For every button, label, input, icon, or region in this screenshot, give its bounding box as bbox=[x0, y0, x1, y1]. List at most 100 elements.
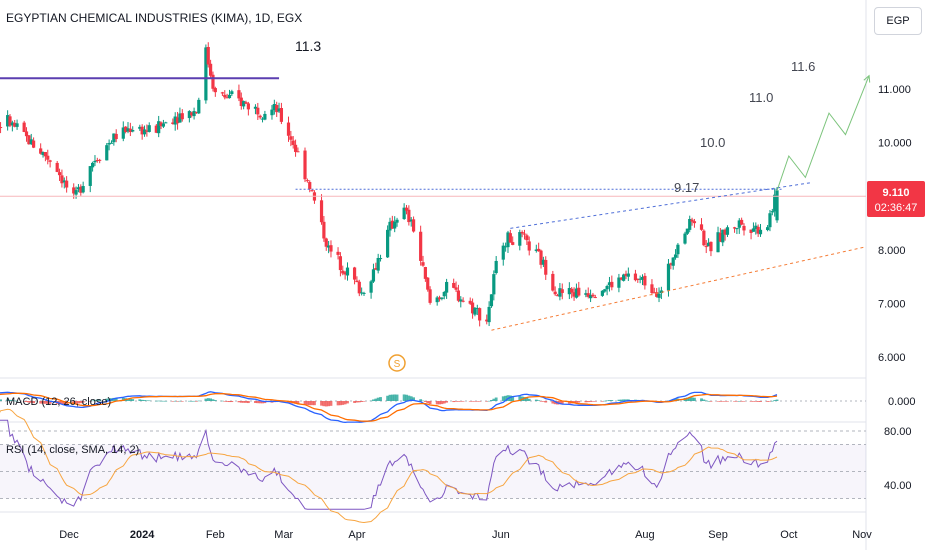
candle-body[interactable] bbox=[57, 172, 62, 176]
candle-body[interactable] bbox=[352, 267, 357, 280]
candle-body[interactable] bbox=[272, 104, 276, 111]
candle-body[interactable] bbox=[551, 273, 555, 291]
candle-body[interactable] bbox=[22, 122, 26, 132]
candle-body[interactable] bbox=[286, 122, 291, 136]
candle-body[interactable] bbox=[105, 145, 109, 161]
candle-body[interactable] bbox=[175, 117, 180, 124]
candle-body[interactable] bbox=[206, 46, 210, 65]
candle-body[interactable] bbox=[690, 219, 694, 222]
candle-body[interactable] bbox=[109, 142, 114, 144]
candle-body[interactable] bbox=[246, 103, 250, 110]
candle-body[interactable] bbox=[345, 267, 350, 276]
candle-body[interactable] bbox=[145, 130, 149, 132]
candle-body[interactable] bbox=[190, 112, 194, 116]
candle-body[interactable] bbox=[322, 221, 326, 239]
candle-body[interactable] bbox=[27, 135, 31, 145]
candle-body[interactable] bbox=[659, 290, 663, 294]
candle-body[interactable] bbox=[494, 260, 498, 274]
candle-body[interactable] bbox=[327, 245, 331, 248]
macd-signal-line[interactable] bbox=[0, 392, 778, 422]
candle-body[interactable] bbox=[187, 111, 191, 119]
candle-body[interactable] bbox=[492, 274, 496, 295]
candle-body[interactable] bbox=[140, 126, 144, 135]
rsi-pane[interactable] bbox=[0, 408, 866, 524]
candle-body[interactable] bbox=[324, 238, 328, 247]
candle-body[interactable] bbox=[506, 232, 510, 248]
candle-body[interactable] bbox=[539, 250, 543, 265]
candle-body[interactable] bbox=[560, 289, 564, 293]
candle-body[interactable] bbox=[593, 297, 597, 299]
candle-body[interactable] bbox=[131, 130, 135, 132]
candle-body[interactable] bbox=[270, 109, 274, 116]
candle-body[interactable] bbox=[329, 245, 333, 252]
candle-body[interactable] bbox=[293, 144, 298, 152]
candle-body[interactable] bbox=[6, 115, 10, 127]
candle-body[interactable] bbox=[709, 241, 713, 252]
candle-body[interactable] bbox=[636, 279, 640, 281]
candle-body[interactable] bbox=[423, 266, 427, 279]
candle-body[interactable] bbox=[723, 229, 727, 235]
candle-body[interactable] bbox=[749, 229, 753, 233]
candle-body[interactable] bbox=[55, 162, 59, 172]
candle-body[interactable] bbox=[114, 133, 118, 140]
candle-body[interactable] bbox=[253, 106, 258, 109]
candle-body[interactable] bbox=[305, 180, 309, 182]
candle-body[interactable] bbox=[633, 273, 638, 281]
candle-body[interactable] bbox=[360, 292, 364, 294]
candle-body[interactable] bbox=[520, 231, 524, 234]
candle-body[interactable] bbox=[768, 213, 772, 228]
candle-body[interactable] bbox=[504, 246, 508, 248]
event-marker[interactable]: S bbox=[388, 354, 406, 372]
candle-body[interactable] bbox=[735, 228, 739, 230]
candle-body[interactable] bbox=[600, 290, 604, 296]
candle-body[interactable] bbox=[13, 122, 17, 127]
candle-body[interactable] bbox=[440, 297, 444, 299]
candle-body[interactable] bbox=[770, 211, 774, 213]
candle-body[interactable] bbox=[511, 242, 515, 245]
candle-body[interactable] bbox=[685, 228, 689, 234]
candle-body[interactable] bbox=[31, 140, 36, 148]
candle-body[interactable] bbox=[369, 281, 373, 293]
candle-body[interactable] bbox=[173, 116, 177, 125]
candle-body[interactable] bbox=[754, 225, 758, 229]
candle-body[interactable] bbox=[213, 88, 217, 93]
candle-body[interactable] bbox=[751, 228, 756, 232]
candle-body[interactable] bbox=[452, 282, 456, 288]
candle-body[interactable] bbox=[310, 190, 314, 192]
candle-body[interactable] bbox=[147, 125, 151, 132]
candle-body[interactable] bbox=[534, 249, 538, 251]
candle-body[interactable] bbox=[263, 113, 267, 120]
candle-body[interactable] bbox=[393, 221, 397, 229]
candle-body[interactable] bbox=[291, 140, 295, 145]
candle-body[interactable] bbox=[128, 128, 132, 133]
candle-body[interactable] bbox=[388, 221, 392, 231]
candle-body[interactable] bbox=[574, 288, 579, 298]
candle-body[interactable] bbox=[489, 294, 494, 307]
candle-body[interactable] bbox=[220, 92, 225, 94]
candle-body[interactable] bbox=[138, 126, 142, 129]
candle-body[interactable] bbox=[638, 278, 642, 280]
candle-body[interactable] bbox=[95, 160, 99, 162]
macd-pane[interactable] bbox=[0, 391, 866, 424]
candle-body[interactable] bbox=[683, 233, 687, 244]
forecast-path[interactable] bbox=[776, 75, 870, 191]
candle-body[interactable] bbox=[421, 262, 425, 266]
candle-body[interactable] bbox=[159, 122, 163, 126]
candle-body[interactable] bbox=[426, 277, 430, 290]
candle-body[interactable] bbox=[655, 292, 659, 297]
candle-body[interactable] bbox=[508, 233, 512, 243]
candle-body[interactable] bbox=[124, 126, 128, 133]
candle-body[interactable] bbox=[48, 160, 52, 162]
candle-body[interactable] bbox=[79, 186, 83, 193]
currency-selector[interactable]: EGP bbox=[874, 7, 922, 35]
candle-body[interactable] bbox=[395, 219, 399, 223]
candle-body[interactable] bbox=[171, 122, 175, 125]
candle-body[interactable] bbox=[76, 187, 81, 190]
candle-body[interactable] bbox=[666, 263, 671, 291]
candle-body[interactable] bbox=[409, 219, 413, 222]
candle-body[interactable] bbox=[522, 233, 527, 235]
candle-body[interactable] bbox=[24, 131, 29, 137]
candle-body[interactable] bbox=[577, 287, 581, 296]
candle-body[interactable] bbox=[473, 307, 477, 315]
candle-body[interactable] bbox=[673, 254, 678, 258]
